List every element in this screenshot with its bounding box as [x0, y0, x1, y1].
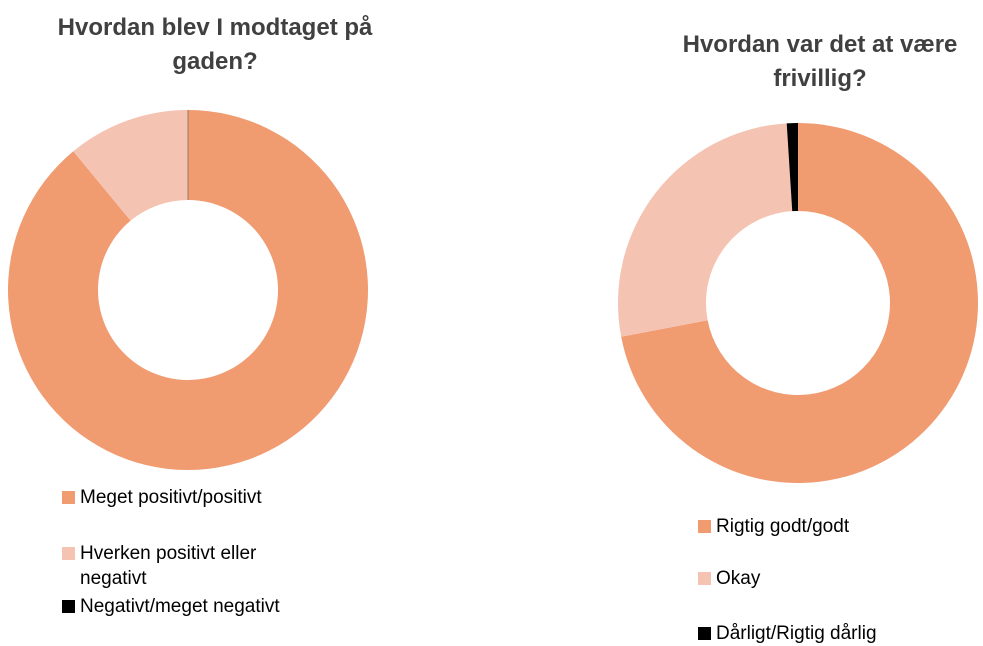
legend-label: Negativt/meget negativt — [80, 596, 280, 617]
legend-item: Negativt/meget negativt — [62, 594, 322, 619]
legend-label: Hverken positivt eller negativt — [80, 543, 257, 589]
legend-label: Meget positivt/positivt — [80, 487, 262, 508]
legend-item: Rigtig godt/godt — [698, 514, 958, 539]
legend-swatch — [698, 572, 711, 585]
legend-item: Dårligt/Rigtig dårlig — [698, 621, 958, 646]
legend-swatch — [62, 491, 75, 504]
legend-swatch — [698, 520, 711, 533]
legend-label: Dårligt/Rigtig dårlig — [716, 623, 877, 644]
donut-slice — [618, 123, 793, 337]
donut-slice — [786, 123, 798, 212]
legend-label: Okay — [716, 568, 761, 589]
chart-title: Hvordan var det at være frivillig? — [682, 31, 958, 92]
legend-item: Hverken positivt eller negativt — [62, 541, 322, 591]
legend-swatch — [62, 547, 75, 560]
donut-slice — [7, 110, 368, 471]
legend-swatch — [698, 627, 711, 640]
legend-item: Okay — [698, 566, 958, 591]
donut-slice — [621, 123, 978, 483]
donut-slice — [73, 110, 188, 221]
legend-label: Rigtig godt/godt — [716, 516, 850, 537]
chart-title: Hvordan blev I modtaget på gaden? — [57, 14, 373, 75]
legend-swatch — [62, 600, 75, 613]
legend-item: Meget positivt/positivt — [62, 485, 322, 510]
